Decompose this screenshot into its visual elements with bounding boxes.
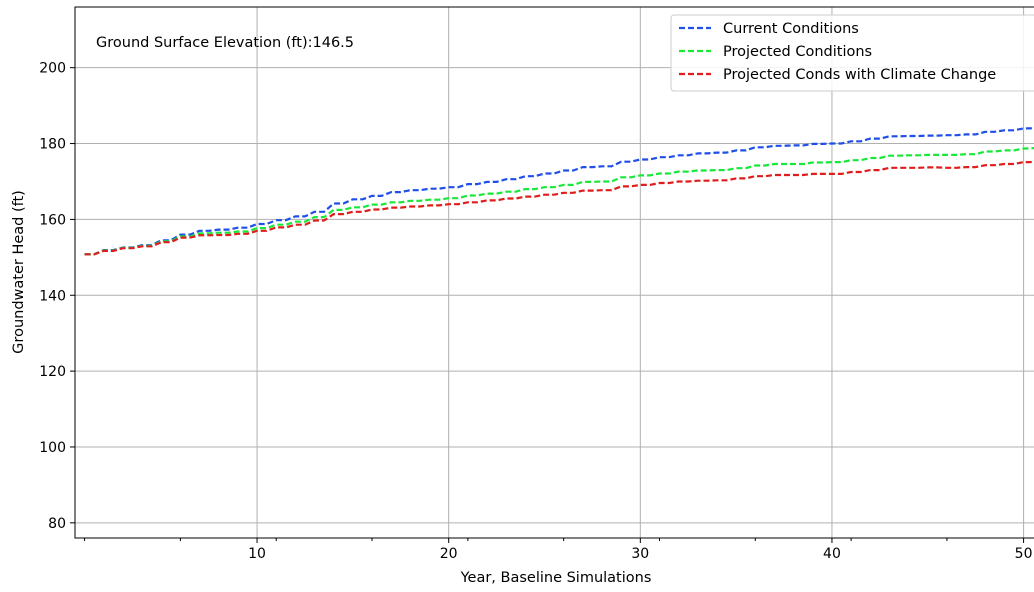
axis-ticks: 10 20 30 40 50 80 100 120 140 160 180 200 [39,61,1032,562]
series-line-1 [84,126,1034,256]
y-tick-label: 120 [39,364,66,380]
legend: Current Conditions Projected Conditions Pr… [670,14,1034,92]
x-tick-label: 20 [440,546,458,562]
ground-surface-annotation: Ground Surface Elevation (ft):146.5 [96,35,354,51]
legend-box [670,14,1034,92]
y-tick-label: 160 [39,212,66,228]
x-axis-label: Year, Baseline Simulations [460,570,652,586]
legend-label: Projected Conds with Climate Change [723,67,996,83]
y-tick-label: 200 [39,61,66,77]
grid [75,7,1034,538]
series-line-2 [84,146,1034,256]
x-tick-label: 50 [1015,546,1033,562]
x-tick-label: 40 [823,546,841,562]
y-axis-label: Groundwater Head (ft) [11,190,27,354]
y-tick-label: 140 [39,288,66,304]
series-line-3 [84,160,1034,256]
y-tick-label: 80 [48,516,66,532]
series-lines [84,126,1034,256]
legend-label: Projected Conditions [723,44,872,60]
x-tick-label: 30 [631,546,649,562]
legend-label: Current Conditions [723,21,859,37]
y-tick-label: 180 [39,137,66,153]
legend-entries: Current Conditions Projected Conditions Pr… [679,21,996,83]
y-tick-label: 100 [39,440,66,456]
plot-frame [74,6,1034,539]
x-tick-label: 10 [248,546,266,562]
